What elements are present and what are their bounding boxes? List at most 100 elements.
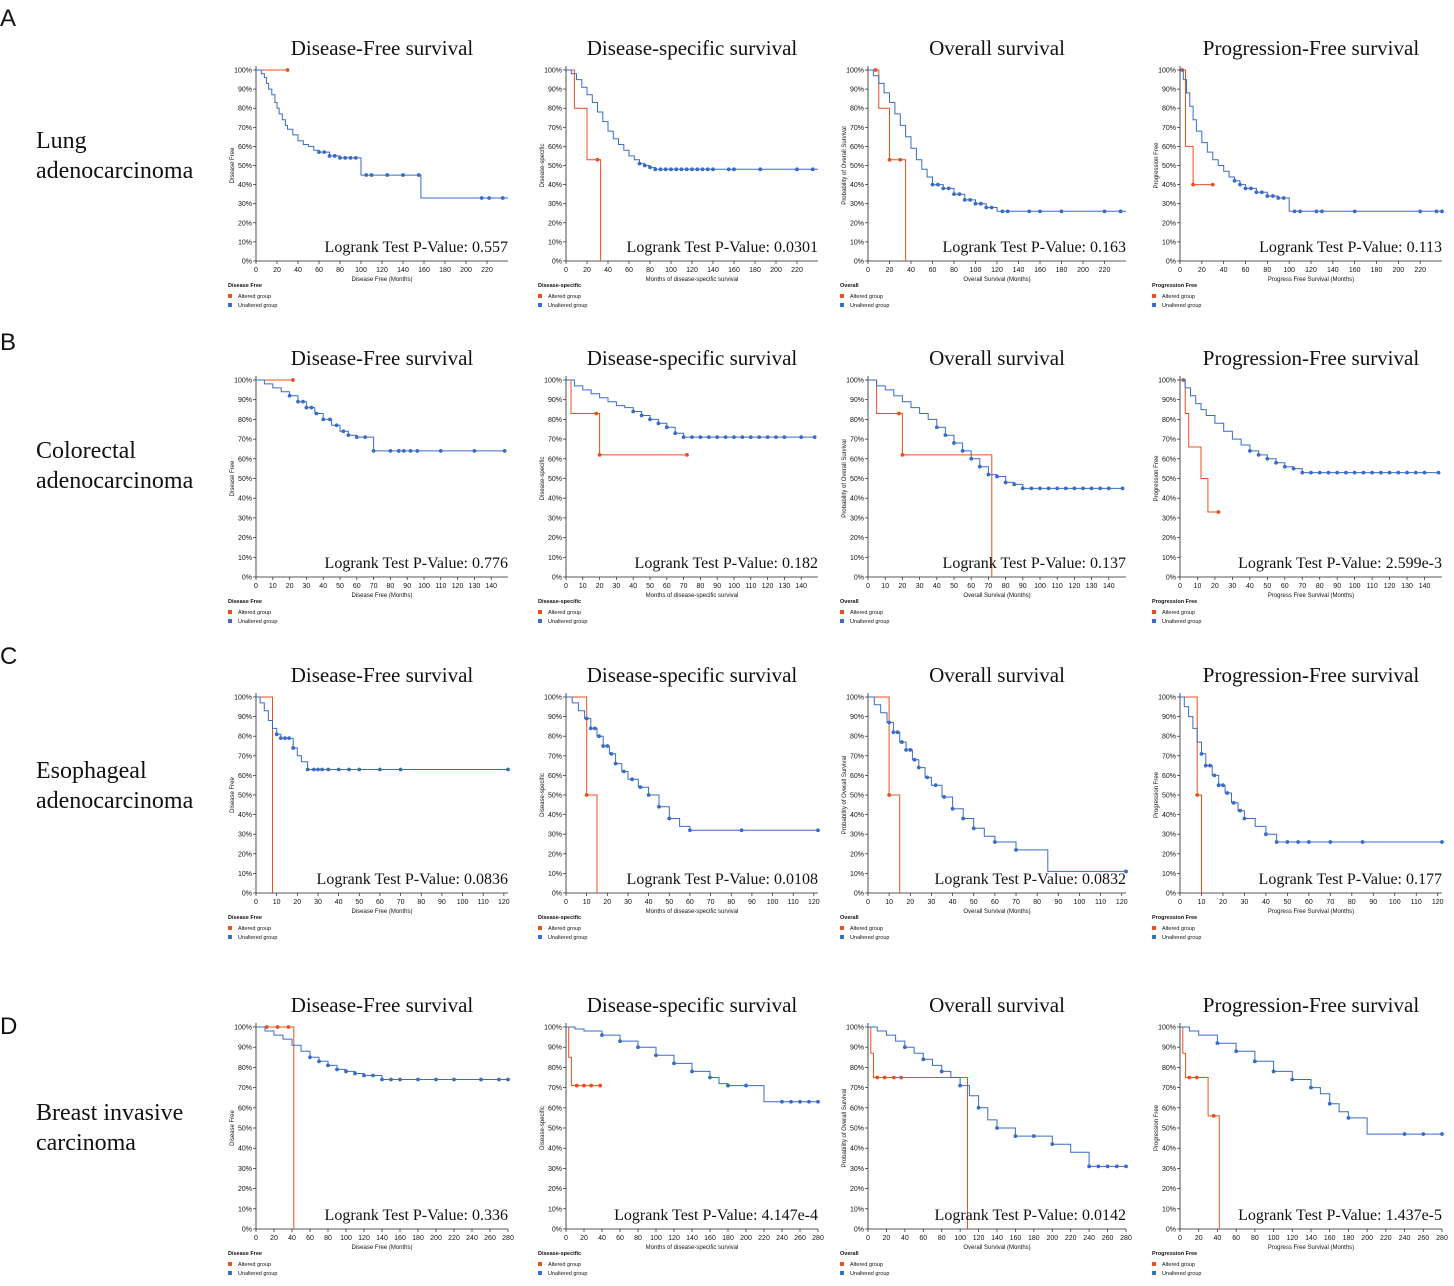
x-tick-label: 100 bbox=[340, 1235, 352, 1242]
x-tick-label: 40 bbox=[335, 899, 343, 906]
y-tick-label: 10% bbox=[1162, 239, 1176, 246]
pvalue-label: Logrank Test P-Value: 0.336 bbox=[325, 1207, 508, 1224]
y-tick-label: 80% bbox=[850, 1065, 864, 1072]
censor-mark bbox=[1290, 1077, 1295, 1082]
x-tick-label: 70 bbox=[985, 583, 993, 590]
censor-mark bbox=[500, 196, 505, 200]
x-tick-label: 20 bbox=[583, 267, 591, 274]
y-tick-label: 40% bbox=[238, 182, 252, 189]
censor-mark bbox=[989, 205, 994, 210]
survival-curve bbox=[256, 696, 508, 770]
y-tick-label: 60% bbox=[238, 456, 252, 463]
km-panel-4: Progression-Free survival 0% 10% 20% 30% 40% 5… bbox=[1152, 36, 1444, 309]
censor-mark bbox=[1440, 209, 1444, 214]
x-tick-label: 80 bbox=[324, 1235, 332, 1242]
censor-mark bbox=[1360, 840, 1365, 844]
censor-mark bbox=[891, 730, 896, 735]
legend-title: Disease-specific bbox=[538, 1251, 581, 1257]
pvalue-label: Logrank Test P-Value: 0.0832 bbox=[935, 871, 1126, 888]
y-axis-label: Progression Free bbox=[1154, 1104, 1160, 1151]
x-tick-label: 0 bbox=[564, 899, 568, 906]
legend-label-altered: Altered group bbox=[1162, 294, 1195, 300]
x-tick-label: 60 bbox=[1242, 267, 1250, 274]
x-tick-label: 0 bbox=[1178, 583, 1182, 590]
y-tick-label: 30% bbox=[850, 1166, 864, 1173]
censor-mark bbox=[912, 757, 917, 762]
censor-mark bbox=[638, 785, 643, 790]
survival-curve bbox=[566, 379, 815, 438]
x-tick-label: 200 bbox=[1077, 267, 1089, 274]
x-tick-label: 40 bbox=[319, 583, 327, 590]
legend-label-unaltered: Unaltered group bbox=[548, 619, 587, 625]
y-tick-label: 20% bbox=[1162, 1186, 1176, 1193]
y-tick-label: 80% bbox=[548, 1065, 562, 1072]
x-tick-label: 110 bbox=[1052, 583, 1063, 590]
x-tick-label: 60 bbox=[1232, 1235, 1240, 1242]
pvalue-label: Logrank Test P-Value: 1.437e-5 bbox=[1238, 1207, 1442, 1224]
x-tick-label: 30 bbox=[613, 583, 621, 590]
legend-swatch-altered bbox=[840, 294, 844, 298]
legend-title: Progression Free bbox=[1152, 283, 1197, 289]
censor-mark bbox=[589, 1083, 594, 1088]
censor-mark bbox=[322, 150, 327, 155]
y-tick-label: 20% bbox=[850, 535, 864, 542]
chart-title: Overall survival bbox=[929, 36, 1065, 60]
x-tick-label: 80 bbox=[950, 267, 958, 274]
legend-swatch-unaltered bbox=[840, 619, 844, 623]
censor-mark bbox=[605, 744, 610, 748]
censor-mark bbox=[357, 767, 362, 772]
unaltered-series bbox=[868, 379, 1125, 491]
censor-mark bbox=[334, 423, 339, 428]
censor-mark bbox=[789, 1099, 793, 1104]
x-tick-label: 180 bbox=[1343, 1235, 1355, 1242]
y-tick-label: 70% bbox=[238, 125, 252, 132]
altered-series bbox=[566, 69, 602, 261]
censor-mark bbox=[1243, 186, 1248, 191]
legend-swatch-altered bbox=[538, 1262, 542, 1266]
censor-mark bbox=[664, 425, 669, 430]
x-tick-label: 20 bbox=[270, 1235, 278, 1242]
censor-mark bbox=[291, 746, 296, 750]
x-tick-label: 120 bbox=[376, 267, 388, 274]
censor-mark bbox=[1405, 470, 1409, 475]
y-tick-label: 60% bbox=[1162, 144, 1176, 151]
censor-mark bbox=[873, 68, 878, 72]
y-tick-label: 0% bbox=[1166, 259, 1176, 266]
censor-mark bbox=[609, 751, 614, 756]
x-tick-label: 80 bbox=[938, 1235, 946, 1242]
y-tick-label: 100% bbox=[544, 378, 562, 385]
x-tick-label: 100 bbox=[728, 583, 740, 590]
censor-mark bbox=[939, 1069, 944, 1074]
censor-mark bbox=[588, 726, 593, 731]
y-tick-label: 10% bbox=[238, 239, 252, 246]
x-tick-label: 160 bbox=[704, 1235, 716, 1242]
censor-mark bbox=[1096, 1164, 1101, 1169]
legend-swatch-unaltered bbox=[228, 935, 232, 939]
km-panel-15: Overall survival 0% 10% 20% 30% 40% 50% 60% 70% 8… bbox=[840, 993, 1132, 1277]
censor-mark bbox=[1300, 470, 1305, 475]
legend-label-unaltered: Unaltered group bbox=[1162, 619, 1201, 625]
chart-title: Disease-Free survival bbox=[291, 36, 474, 60]
y-tick-label: 100% bbox=[544, 68, 562, 75]
censor-mark bbox=[1413, 470, 1418, 475]
censor-mark bbox=[1270, 194, 1275, 198]
censor-mark bbox=[935, 182, 940, 187]
censor-mark bbox=[941, 186, 946, 191]
censor-mark bbox=[1234, 1049, 1239, 1054]
legend-label-unaltered: Unaltered group bbox=[548, 1271, 587, 1277]
censor-mark bbox=[321, 417, 326, 422]
censor-mark bbox=[672, 1061, 676, 1066]
y-tick-label: 60% bbox=[850, 773, 864, 780]
x-tick-label: 20 bbox=[1195, 1235, 1203, 1242]
chart-title: Disease-Free survival bbox=[291, 663, 474, 687]
x-tick-label: 10 bbox=[579, 583, 587, 590]
legend-title: Overall bbox=[840, 283, 859, 289]
y-tick-label: 80% bbox=[238, 417, 252, 424]
y-tick-label: 90% bbox=[548, 714, 562, 721]
pvalue-label: Logrank Test P-Value: 0.0142 bbox=[935, 1207, 1126, 1224]
legend-title: Disease Free bbox=[228, 915, 262, 921]
censor-mark bbox=[1306, 840, 1311, 844]
chart-title: Progression-Free survival bbox=[1203, 346, 1420, 370]
censor-mark bbox=[1081, 486, 1085, 491]
censor-mark bbox=[362, 1073, 366, 1078]
